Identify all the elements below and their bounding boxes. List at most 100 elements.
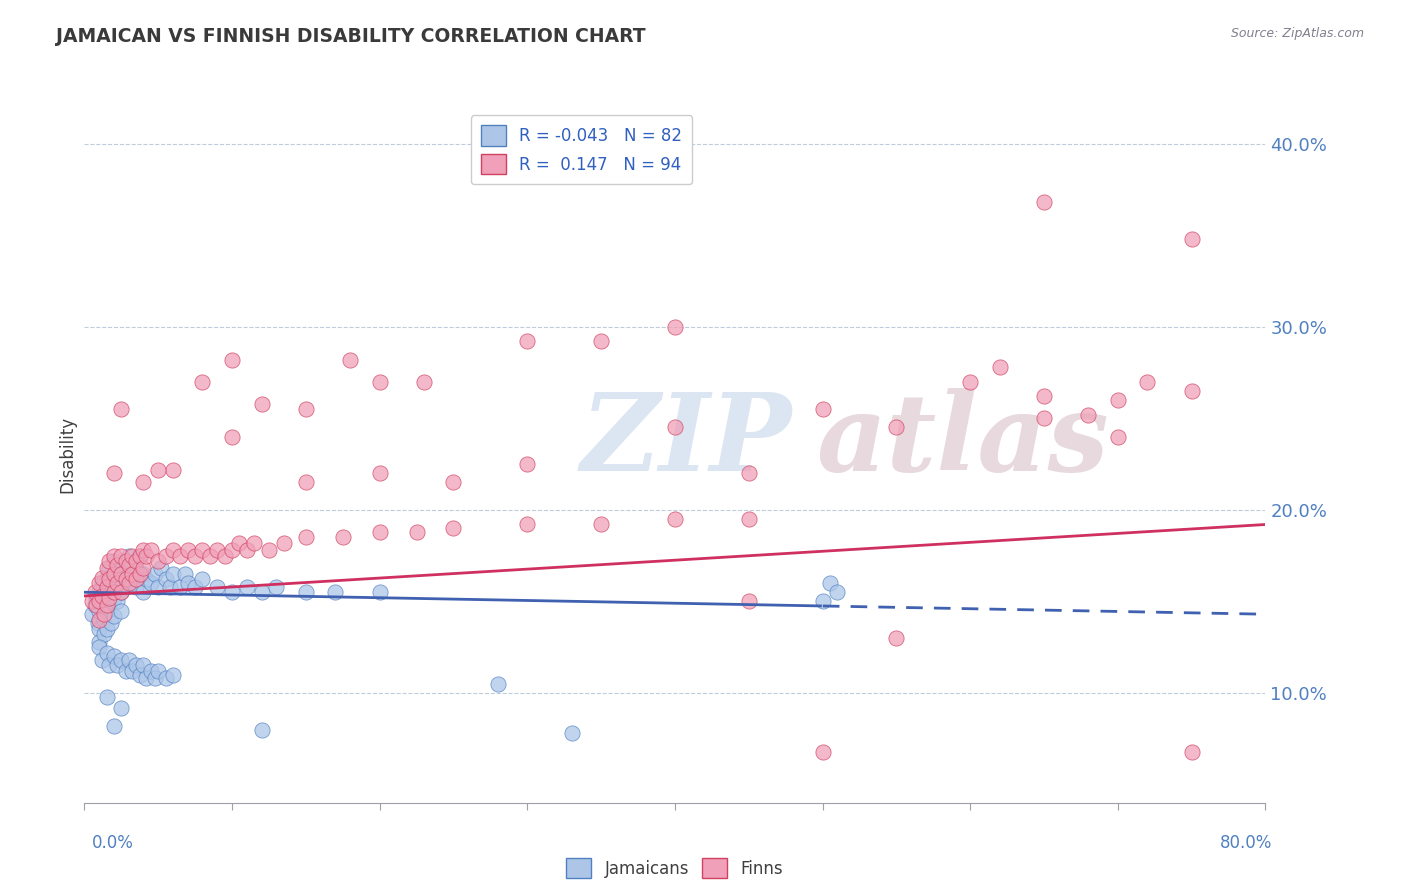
Point xyxy=(114,580,136,594)
Point xyxy=(132,543,155,558)
Point xyxy=(516,517,538,532)
Point xyxy=(148,664,170,678)
Point xyxy=(110,653,132,667)
Text: Source: ZipAtlas.com: Source: ZipAtlas.com xyxy=(1230,27,1364,40)
Point xyxy=(121,558,143,572)
Text: atlas: atlas xyxy=(817,388,1109,494)
Point xyxy=(1032,195,1054,210)
Point xyxy=(87,585,111,599)
Point xyxy=(221,352,243,367)
Point xyxy=(135,549,157,563)
Point xyxy=(135,671,157,685)
Point xyxy=(110,566,132,581)
Point xyxy=(129,549,152,563)
Point xyxy=(441,521,464,535)
Point xyxy=(184,549,207,563)
Point xyxy=(121,664,143,678)
Point xyxy=(103,573,125,587)
Point xyxy=(114,664,136,678)
Point xyxy=(205,580,228,594)
Point xyxy=(811,745,834,759)
Point xyxy=(96,690,118,704)
Point xyxy=(100,616,122,631)
Point xyxy=(959,375,981,389)
Point xyxy=(91,571,114,585)
Point xyxy=(87,594,111,608)
Point xyxy=(486,677,509,691)
Point xyxy=(121,566,143,581)
Point xyxy=(87,640,111,655)
Point xyxy=(169,549,191,563)
Point xyxy=(368,467,391,481)
Point xyxy=(80,607,103,622)
Point xyxy=(110,585,132,599)
Point xyxy=(591,517,613,532)
Point xyxy=(235,580,259,594)
Point xyxy=(323,585,347,599)
Legend: Jamaicans, Finns: Jamaicans, Finns xyxy=(560,851,790,885)
Point xyxy=(273,536,295,550)
Point xyxy=(105,576,128,591)
Point xyxy=(257,543,280,558)
Point xyxy=(1032,389,1054,403)
Point xyxy=(84,591,107,605)
Point xyxy=(1180,745,1202,759)
Point xyxy=(87,634,111,648)
Point xyxy=(162,543,184,558)
Point xyxy=(105,558,128,572)
Point xyxy=(295,402,318,417)
Point xyxy=(103,591,125,605)
Point xyxy=(139,543,162,558)
Point xyxy=(221,585,243,599)
Point xyxy=(98,591,121,605)
Point xyxy=(221,429,243,443)
Point xyxy=(121,576,143,591)
Point xyxy=(105,558,128,572)
Point xyxy=(132,585,155,599)
Point xyxy=(129,566,152,581)
Point xyxy=(738,512,761,526)
Point xyxy=(98,580,121,594)
Point xyxy=(87,603,111,617)
Point xyxy=(988,359,1011,374)
Point xyxy=(150,561,173,575)
Point xyxy=(1107,392,1129,407)
Point xyxy=(177,576,200,591)
Point xyxy=(228,536,250,550)
Point xyxy=(91,594,114,608)
Point xyxy=(93,627,115,641)
Point xyxy=(250,397,273,411)
Point xyxy=(441,475,464,490)
Point xyxy=(148,580,170,594)
Point xyxy=(125,580,148,594)
Point xyxy=(118,653,141,667)
Point xyxy=(1180,384,1202,398)
Text: 80.0%: 80.0% xyxy=(1220,834,1272,852)
Point xyxy=(162,462,184,476)
Point xyxy=(155,671,177,685)
Point xyxy=(191,573,214,587)
Point xyxy=(1107,429,1129,443)
Point xyxy=(110,402,132,417)
Point xyxy=(516,334,538,349)
Point xyxy=(214,549,236,563)
Point xyxy=(560,726,583,740)
Point xyxy=(1180,232,1202,246)
Point xyxy=(98,658,121,673)
Point xyxy=(132,561,155,575)
Point xyxy=(886,420,908,434)
Point xyxy=(198,549,221,563)
Point xyxy=(114,573,136,587)
Point xyxy=(162,667,184,681)
Point xyxy=(91,576,114,591)
Point xyxy=(103,554,125,568)
Point xyxy=(129,549,152,563)
Point xyxy=(159,580,181,594)
Point xyxy=(103,649,125,664)
Point xyxy=(110,603,132,617)
Point xyxy=(339,352,361,367)
Point xyxy=(98,554,121,568)
Text: JAMAICAN VS FINNISH DISABILITY CORRELATION CHART: JAMAICAN VS FINNISH DISABILITY CORRELATI… xyxy=(56,27,645,45)
Point xyxy=(148,462,170,476)
Point xyxy=(91,653,114,667)
